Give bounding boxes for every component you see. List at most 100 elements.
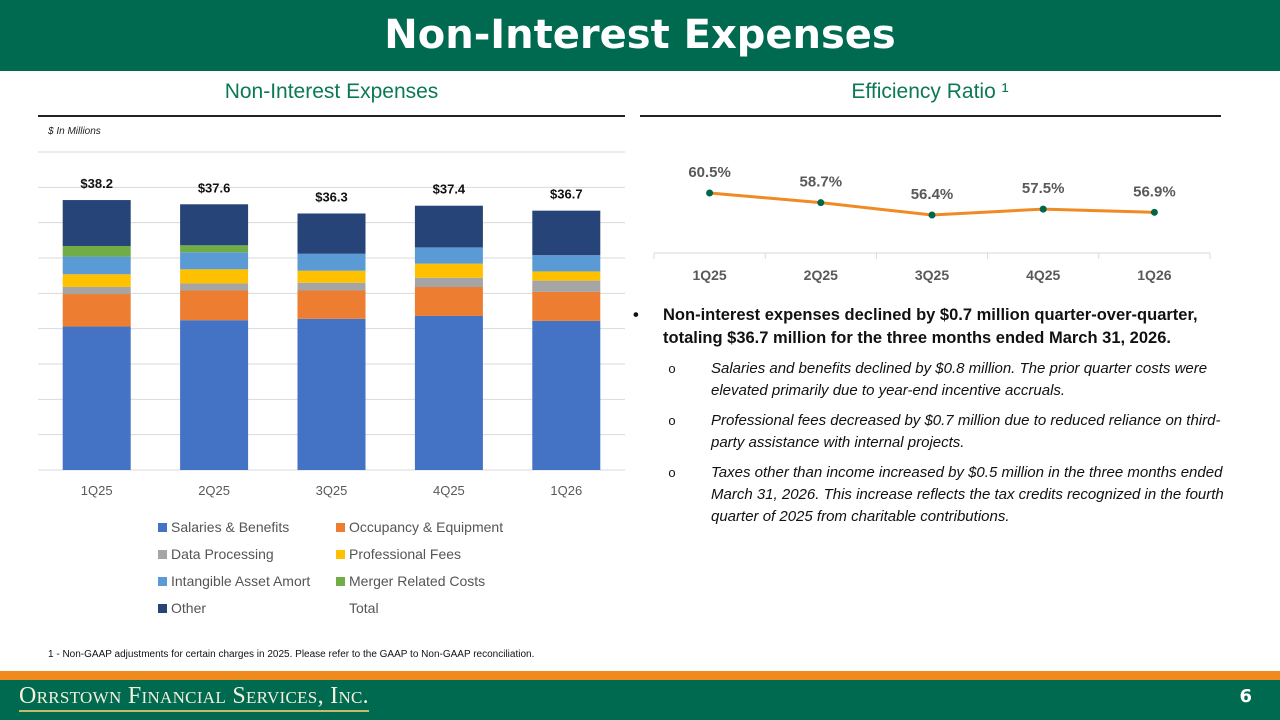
legend-swatch (336, 522, 345, 532)
bar-segment-other (532, 210, 601, 256)
legend-item: Merger Related Costs (336, 572, 514, 590)
legend-item: Intangible Asset Amort (158, 572, 336, 590)
data-label: 60.5% (688, 164, 731, 181)
bar-segment-data-processing (180, 283, 249, 291)
divider (38, 115, 625, 117)
bar-segment-professional-fees (414, 263, 483, 278)
bar-segment-intangible-asset-amort (532, 255, 601, 272)
legend-label: Total (349, 600, 379, 616)
bar-segment-occupancy-equipment (62, 294, 131, 327)
bar-segment-professional-fees (297, 270, 366, 283)
data-label: 56.4% (911, 186, 954, 203)
legend-label: Intangible Asset Amort (171, 573, 311, 589)
bar-segment-professional-fees (532, 271, 601, 281)
bar-segment-intangible-asset-amort (297, 253, 366, 271)
data-label: $38.2 (80, 176, 113, 191)
legend: Salaries & Benefits Occupancy & Equipment… (158, 518, 514, 617)
bar-chart-title: Non-Interest Expenses (224, 80, 439, 103)
legend-label: Salaries & Benefits (171, 519, 290, 535)
bar-segment-salaries-benefits (532, 320, 601, 470)
legend-swatch (158, 522, 167, 532)
bar-segment-data-processing (62, 286, 131, 295)
bar-segment-other (414, 205, 483, 248)
footnote: 1 - Non-GAAP adjustments for certain cha… (48, 649, 535, 660)
bar-segment-occupancy-equipment (532, 291, 601, 321)
x-tick-label: 2Q25 (804, 267, 838, 283)
data-point (1039, 205, 1047, 213)
bar-segment-merger-related-costs (180, 245, 249, 253)
bar-segment-occupancy-equipment (414, 286, 483, 316)
legend-swatch (336, 604, 345, 613)
x-tick-label: 4Q25 (1026, 267, 1060, 283)
x-tick-label: 1Q25 (81, 483, 113, 498)
data-label: $37.6 (198, 180, 231, 195)
legend-swatch (158, 576, 167, 586)
bar-segment-data-processing (414, 277, 483, 287)
sub-bullet: o (668, 413, 676, 428)
bar-segment-salaries-benefits (62, 326, 131, 470)
bar-segment-salaries-benefits (180, 320, 249, 470)
legend-label: Other (171, 600, 207, 616)
line-chart: 60.5% 1Q25 58.7% 2Q25 56.4% 3Q25 57.5% 4Q25 56.9… (653, 164, 1211, 283)
legend-label: Merger Related Costs (349, 573, 486, 589)
x-tick-label: 3Q25 (316, 483, 348, 498)
company-logo: Orrstown Financial Services, Inc. (19, 682, 369, 712)
bar-segment-salaries-benefits (414, 315, 483, 470)
bar-segment-intangible-asset-amort (414, 247, 483, 264)
legend-swatch (158, 549, 167, 559)
data-label: 57.5% (1022, 180, 1065, 197)
bullet: • (633, 306, 639, 324)
legend-item: Total (336, 599, 514, 617)
legend-item: Professional Fees (336, 545, 514, 563)
data-label: $36.7 (550, 187, 583, 202)
legend-swatch (336, 549, 345, 559)
bar-segment-intangible-asset-amort (180, 252, 249, 270)
legend-label: Professional Fees (349, 546, 462, 562)
sub-point: Taxes other than income increased by $0.… (711, 464, 1224, 525)
unit-label: $ In Millions (48, 126, 101, 137)
divider (640, 115, 1221, 117)
bar-segment-professional-fees (62, 274, 131, 287)
x-tick-label: 3Q25 (915, 267, 949, 283)
bar-segment-data-processing (532, 280, 601, 292)
legend-label: Occupancy & Equipment (349, 519, 504, 535)
data-point (928, 211, 936, 219)
legend-item: Occupancy & Equipment (336, 518, 514, 536)
x-tick-label: 4Q25 (433, 483, 465, 498)
main-point: Non-interest expenses declined by $0.7 m… (663, 306, 1198, 347)
x-tick-label: 2Q25 (198, 483, 230, 498)
data-point (1150, 208, 1158, 216)
bar-segment-data-processing (297, 282, 366, 291)
slide-title: Non-Interest Expenses (0, 0, 1280, 71)
bar-segment-occupancy-equipment (180, 290, 249, 321)
x-tick-label: 1Q25 (692, 267, 726, 283)
bar-segment-other (297, 213, 366, 254)
bar-segment-other (62, 200, 131, 246)
bar-segment-professional-fees (180, 269, 249, 284)
data-label: $36.3 (315, 189, 348, 204)
page-number: 6 (1239, 686, 1252, 707)
data-label: $37.4 (433, 182, 466, 197)
bar-segment-other (180, 204, 249, 246)
commentary: • Non-interest expenses declined by $0.7 … (633, 304, 1253, 528)
data-label: 58.7% (800, 174, 843, 191)
legend-swatch (158, 603, 167, 613)
sub-point: Salaries and benefits declined by $0.8 m… (711, 360, 1208, 399)
bar-segment-salaries-benefits (297, 318, 366, 470)
legend-swatch (336, 576, 345, 586)
legend-item: Data Processing (158, 545, 336, 563)
x-tick-label: 1Q26 (550, 483, 582, 498)
sub-bullet: o (668, 361, 676, 376)
bar-chart: $38.2 1Q25 $37.6 2Q25 $36.3 3Q25 $37.4 4Q25 $36.… (38, 151, 625, 498)
x-tick-label: 1Q26 (1137, 267, 1171, 283)
data-point (817, 199, 825, 207)
bar-segment-merger-related-costs (62, 245, 131, 257)
bar-segment-intangible-asset-amort (62, 256, 131, 275)
legend-item: Salaries & Benefits (158, 518, 336, 536)
sub-bullet: o (668, 465, 676, 480)
legend-label: Data Processing (171, 546, 274, 562)
data-point (706, 189, 714, 197)
sub-point: Professional fees decreased by $0.7 mill… (711, 412, 1221, 451)
line-chart-title: Efficiency Ratio ¹ (851, 80, 1009, 103)
legend-item: Other (158, 599, 336, 617)
